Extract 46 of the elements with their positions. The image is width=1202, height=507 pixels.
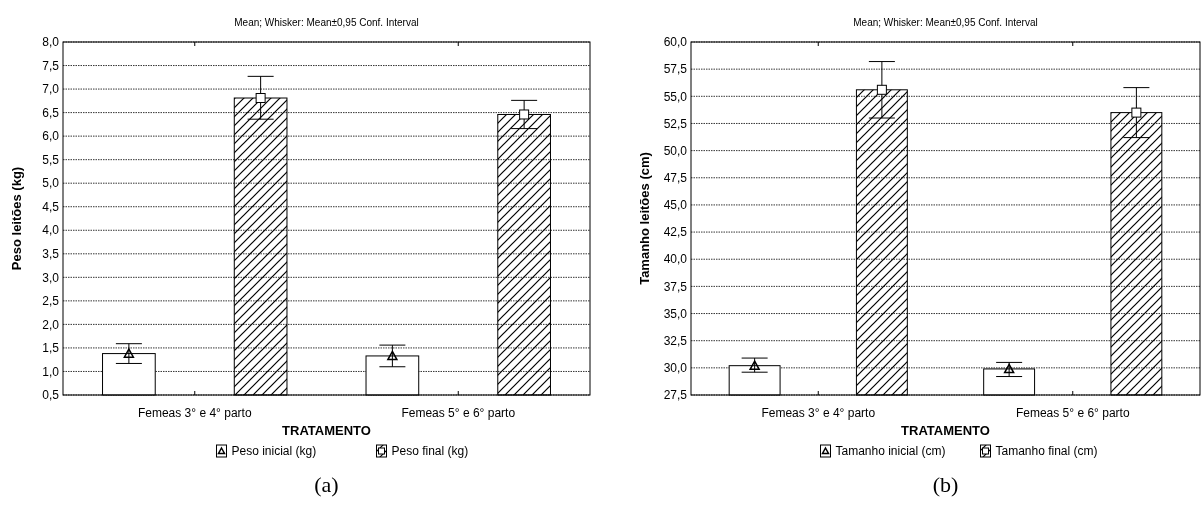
y-axis-title: Tamanho leitões (cm): [637, 152, 652, 285]
y-tick-label: 55,0: [663, 89, 688, 104]
legend-label: Tamanho final (cm): [995, 444, 1098, 459]
y-tick-label: 0,5: [42, 388, 60, 403]
y-tick-label: 4,0: [42, 223, 60, 238]
chart-title: Mean; Whisker: Mean±0,95 Conf. Interval: [234, 17, 419, 28]
y-tick-label: 60,0: [663, 35, 688, 50]
text: (b): [932, 472, 959, 497]
y-tick-label: 4,5: [42, 199, 60, 214]
x-axis-title: TRATAMENTO: [901, 423, 990, 438]
y-tick-label: 30,0: [663, 361, 688, 376]
y-tick-label: 47,5: [663, 170, 688, 185]
y-tick-label: 42,5: [663, 225, 688, 240]
y-tick-label: 5,5: [42, 152, 60, 167]
y-tick-label: 35,0: [663, 306, 688, 321]
y-tick-label: 50,0: [663, 143, 688, 158]
legend-label: Peso final (kg): [391, 444, 469, 459]
y-tick-label: 8,0: [42, 35, 60, 50]
y-tick-label: 45,0: [663, 198, 688, 213]
legend-label: Tamanho inicial (cm): [835, 444, 946, 459]
x-tick-label: Femeas 5° e 6° parto: [1015, 406, 1130, 420]
y-tick-label: 52,5: [663, 116, 688, 131]
y-tick-label: 32,5: [663, 333, 688, 348]
y-tick-label: 5,0: [42, 176, 60, 191]
y-tick-label: 7,0: [42, 82, 60, 97]
x-tick-label: Femeas 3° e 4° parto: [761, 406, 876, 420]
y-tick-label: 57,5: [663, 62, 688, 77]
y-axis-title: Peso leitões (kg): [9, 166, 24, 271]
y-tick-label: 2,5: [42, 294, 60, 309]
y-tick-label: 1,0: [42, 364, 60, 379]
x-axis-title: TRATAMENTO: [282, 423, 371, 438]
legend-label: Peso inicial (kg): [231, 444, 317, 459]
y-tick-label: 3,0: [42, 270, 60, 285]
x-tick-label: Femeas 3° e 4° parto: [137, 406, 252, 420]
y-tick-label: 40,0: [663, 252, 688, 267]
y-tick-label: 3,5: [42, 247, 60, 261]
y-tick-label: 2,0: [42, 317, 60, 332]
y-tick-label: 1,5: [42, 341, 60, 356]
y-tick-label: 37,5: [663, 279, 688, 294]
y-tick-label: 27,5: [663, 388, 688, 403]
y-tick-label: 7,5: [42, 58, 60, 73]
chart-title: Mean; Whisker: Mean±0,95 Conf. Interval: [853, 17, 1038, 28]
x-tick-label: Femeas 5° e 6° parto: [401, 406, 516, 420]
y-tick-label: 6,0: [42, 129, 60, 144]
y-tick-label: 6,5: [42, 105, 60, 120]
text: (a): [314, 472, 339, 497]
